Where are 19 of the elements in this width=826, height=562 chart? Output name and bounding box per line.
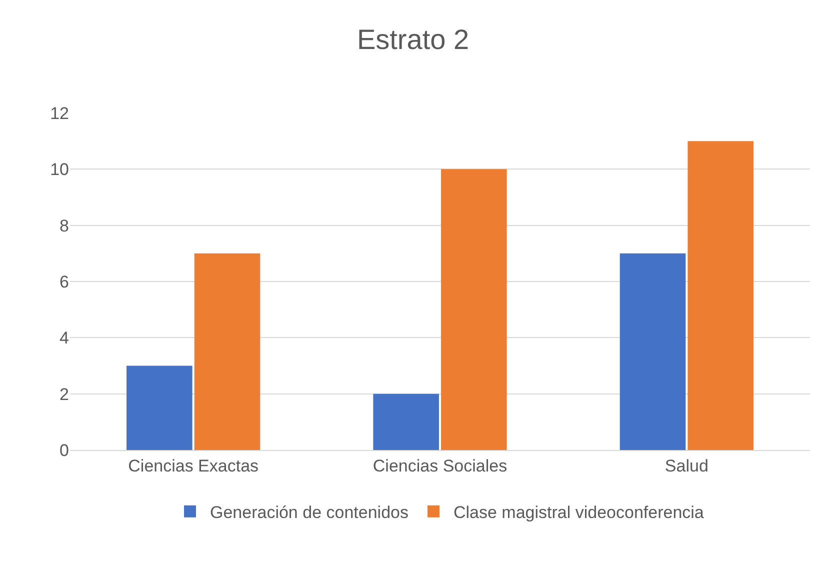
bar [441, 169, 507, 450]
x-tick-label: Salud [664, 456, 708, 476]
y-tick-label: 4 [60, 328, 69, 348]
legend-label: Generación de contenidos [210, 502, 408, 522]
bar [620, 253, 686, 450]
y-tick-label: 2 [60, 384, 69, 404]
chart-title: Estrato 2 [356, 24, 470, 56]
bar [194, 253, 260, 450]
x-tick-label: Ciencias Exactas [128, 456, 259, 476]
bar [688, 141, 754, 450]
x-tick-label: Ciencias Sociales [372, 456, 508, 476]
y-tick-label: 12 [50, 104, 69, 123]
y-tick-label: 8 [60, 216, 69, 236]
y-tick-label: 6 [60, 272, 69, 292]
bar [373, 394, 439, 450]
bar [126, 366, 192, 450]
legend-label: Clase magistral videoconferencia [453, 502, 704, 522]
y-tick-label: 0 [60, 440, 69, 460]
y-tick-label: 10 [50, 160, 69, 180]
